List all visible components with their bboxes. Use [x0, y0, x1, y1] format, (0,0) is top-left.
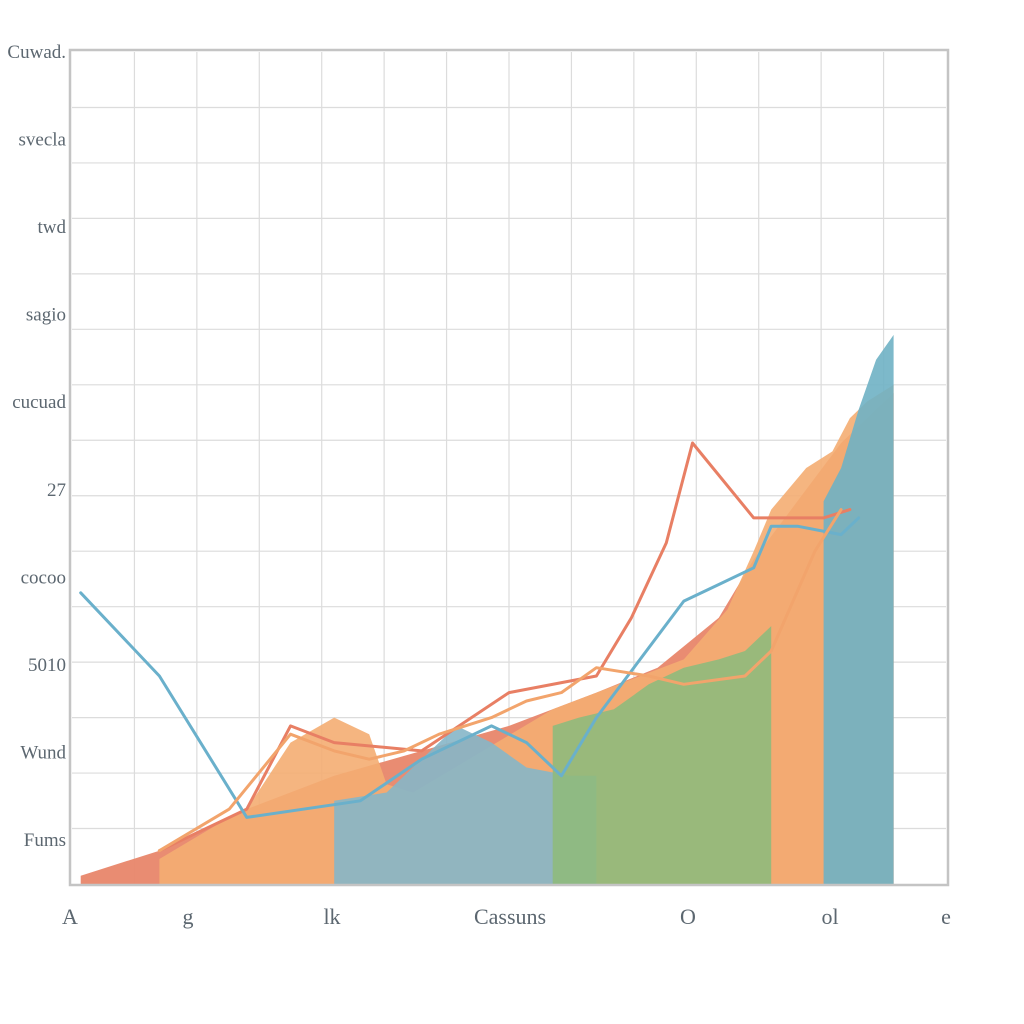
- area-series-4: [823, 334, 894, 884]
- x-tick-label: lk: [323, 904, 340, 929]
- x-tick-label: Cassuns: [474, 904, 546, 929]
- x-tick-label: ol: [821, 904, 838, 929]
- area-series-3: [552, 626, 772, 884]
- y-tick-labels: Cuwad. svecla twd sagio cucuad 27 cocoo 5010 Wun…: [7, 42, 66, 851]
- y-tick-label: Wund: [20, 742, 66, 763]
- line-series-6: [79, 516, 861, 819]
- y-tick-label: twd: [38, 217, 67, 238]
- x-tick-label: A: [62, 904, 78, 929]
- y-tick-label: svecla: [19, 130, 67, 151]
- line-series-group: [79, 441, 861, 853]
- y-tick-label: sagio: [26, 305, 66, 326]
- area-series-group: [80, 334, 894, 884]
- line-series-5: [157, 441, 852, 853]
- y-tick-label: 5010: [28, 655, 66, 676]
- y-tick-label: Cuwad.: [7, 42, 66, 63]
- x-tick-label: O: [680, 904, 696, 929]
- line-series-7: [157, 508, 843, 853]
- x-tick-label: e: [941, 904, 951, 929]
- y-tick-label: Fums: [24, 830, 66, 851]
- y-tick-label: 27: [47, 480, 66, 501]
- y-tick-label: cucuad: [12, 392, 66, 413]
- y-tick-label: cocoo: [21, 567, 66, 588]
- area-series-2: [334, 725, 597, 884]
- x-tick-label: g: [183, 904, 194, 929]
- plot-frame: [68, 48, 950, 887]
